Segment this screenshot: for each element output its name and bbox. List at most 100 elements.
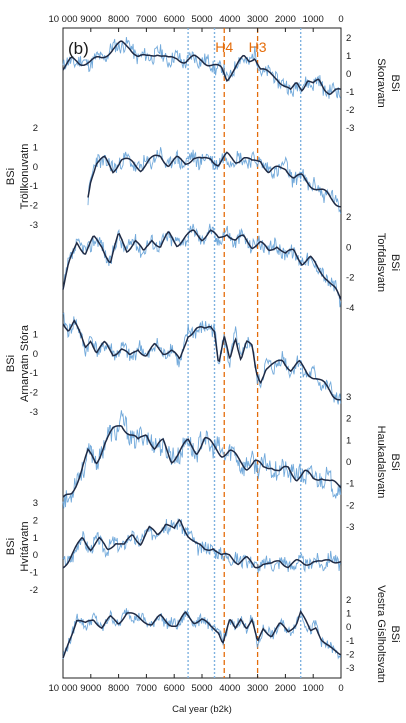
y-tick-label: -1 bbox=[30, 368, 38, 379]
x-tick-label-bottom: 2000 bbox=[275, 683, 296, 694]
smoothed-series-line bbox=[62, 319, 341, 401]
y-tick-label: -2 bbox=[30, 388, 38, 399]
x-tick-label-bottom: 6000 bbox=[164, 683, 185, 694]
x-tick-label-bottom: 8000 bbox=[108, 683, 129, 694]
record-tr-llkonuvatn: 2 1 0 -1 -2 -3 BSi Tröllkonuvatn bbox=[5, 123, 342, 231]
x-tick-label-top: 4000 bbox=[219, 14, 240, 25]
x-tick-label-top: 2000 bbox=[275, 14, 296, 25]
record-label-bsi: BSi bbox=[5, 168, 17, 185]
y-tick-label: 0 bbox=[346, 242, 351, 253]
y-tick-label: -3 bbox=[346, 663, 354, 674]
y-tick-label: -1 bbox=[30, 568, 38, 579]
x-tick-label-bottom: 0 bbox=[338, 683, 343, 694]
y-tick-label: 1 bbox=[346, 435, 351, 446]
y-tick-label: -1 bbox=[346, 636, 354, 647]
smoothed-series-line bbox=[62, 40, 341, 96]
y-tick-label: 2 bbox=[346, 595, 351, 606]
y-tick-label: -1 bbox=[346, 87, 354, 98]
y-tick-label: 0 bbox=[33, 349, 38, 360]
y-tick-label: 0 bbox=[346, 457, 351, 468]
x-tick-label-bottom: 7000 bbox=[136, 683, 157, 694]
plot-frame bbox=[62, 27, 342, 679]
x-tick-label-top: 10 000 bbox=[48, 14, 77, 25]
x-axis-title: Cal year (b2k) bbox=[172, 704, 232, 715]
record-site-name: Skoravatn bbox=[375, 58, 387, 108]
y-tick-label: 1 bbox=[33, 533, 38, 544]
smoothed-series-line bbox=[87, 151, 341, 208]
ref-label-h4: H4 bbox=[215, 39, 233, 55]
y-tick-label: -4 bbox=[346, 303, 354, 314]
y-tick-label: 2 bbox=[346, 33, 351, 44]
record-arnarvatn-st-ra: 1 0 -1 -2 -3 BSi Arnarvatn Stóra bbox=[5, 312, 342, 418]
record-label-bsi: BSi bbox=[5, 538, 17, 555]
y-tick-label: 3 bbox=[346, 392, 351, 403]
y-tick-label: 2 bbox=[346, 414, 351, 425]
record-hv-t-rvatn: 3 2 1 0 -1 -2 BSi Hvítárvatn bbox=[5, 498, 341, 596]
y-tick-label: 2 bbox=[33, 123, 38, 134]
y-tick-label: 1 bbox=[33, 329, 38, 340]
ref-label-h3: H3 bbox=[249, 39, 267, 55]
record-site-name: Hvítárvatn bbox=[19, 521, 31, 571]
y-tick-label: -2 bbox=[346, 649, 354, 660]
record-label-bsi: BSi bbox=[389, 453, 401, 470]
y-tick-label: 0 bbox=[346, 622, 351, 633]
y-tick-label: -2 bbox=[346, 105, 354, 116]
panel-label: (b) bbox=[68, 39, 89, 58]
record-label-bsi: BSi bbox=[389, 625, 401, 642]
x-tick-label-top: 6000 bbox=[164, 14, 185, 25]
x-tick-label-top: 7000 bbox=[136, 14, 157, 25]
x-tick-label-bottom: 4000 bbox=[219, 683, 240, 694]
y-tick-label: -2 bbox=[30, 585, 38, 596]
x-tick-label-bottom: 5000 bbox=[191, 683, 212, 694]
raw-series-line bbox=[87, 147, 342, 214]
x-tick-label-top: 3000 bbox=[247, 14, 268, 25]
y-tick-label: 2 bbox=[33, 515, 38, 526]
y-tick-label: -1 bbox=[30, 181, 38, 192]
reference-lines: H4 H3 bbox=[187, 28, 302, 678]
x-tick-label-top: 5000 bbox=[191, 14, 212, 25]
y-tick-label: 0 bbox=[346, 69, 351, 80]
smoothed-series-line bbox=[62, 518, 341, 569]
smoothed-series-line bbox=[62, 229, 342, 300]
x-tick-label-top: 0 bbox=[338, 14, 343, 25]
record-label-bsi: BSi bbox=[389, 254, 401, 271]
y-tick-label: -2 bbox=[346, 273, 354, 284]
record-site-name: Torfdalsvatn bbox=[375, 233, 387, 292]
y-tick-label: -3 bbox=[346, 522, 354, 533]
y-tick-label: 1 bbox=[346, 51, 351, 62]
y-tick-label: -2 bbox=[30, 201, 38, 212]
y-tick-label: 1 bbox=[33, 142, 38, 153]
y-tick-label: -3 bbox=[30, 220, 38, 231]
x-tick-label-bottom: 9000 bbox=[80, 683, 101, 694]
y-tick-label: -3 bbox=[30, 407, 38, 418]
record-site-name: Haukadalsvatn bbox=[375, 426, 387, 499]
y-tick-label: 0 bbox=[33, 550, 38, 561]
y-tick-label: -3 bbox=[346, 123, 354, 134]
y-tick-label: -1 bbox=[346, 479, 354, 490]
x-tick-label-top: 8000 bbox=[108, 14, 129, 25]
y-tick-label: 2 bbox=[346, 212, 351, 223]
y-tick-label: 1 bbox=[346, 609, 351, 620]
y-tick-label: -2 bbox=[346, 500, 354, 511]
record-label-bsi: BSi bbox=[389, 74, 401, 91]
x-tick-label-top: 9000 bbox=[80, 14, 101, 25]
raw-series-line bbox=[62, 518, 341, 574]
x-tick-label-bottom: 1000 bbox=[303, 683, 324, 694]
record-label-bsi: BSi bbox=[5, 355, 17, 372]
x-tick-label-bottom: 3000 bbox=[247, 683, 268, 694]
x-tick-label-top: 1000 bbox=[303, 14, 324, 25]
smoothed-series-line bbox=[62, 609, 342, 659]
record-site-name: Vestra Gíslholtsvatn bbox=[375, 585, 387, 683]
x-tick-label-bottom: 10 000 bbox=[48, 683, 77, 694]
record-site-name: Arnarvatn Stóra bbox=[19, 324, 31, 402]
y-tick-label: 0 bbox=[33, 162, 38, 173]
record-site-name: Tröllkonuvatn bbox=[19, 144, 31, 210]
smoothed-series-line bbox=[62, 425, 342, 498]
